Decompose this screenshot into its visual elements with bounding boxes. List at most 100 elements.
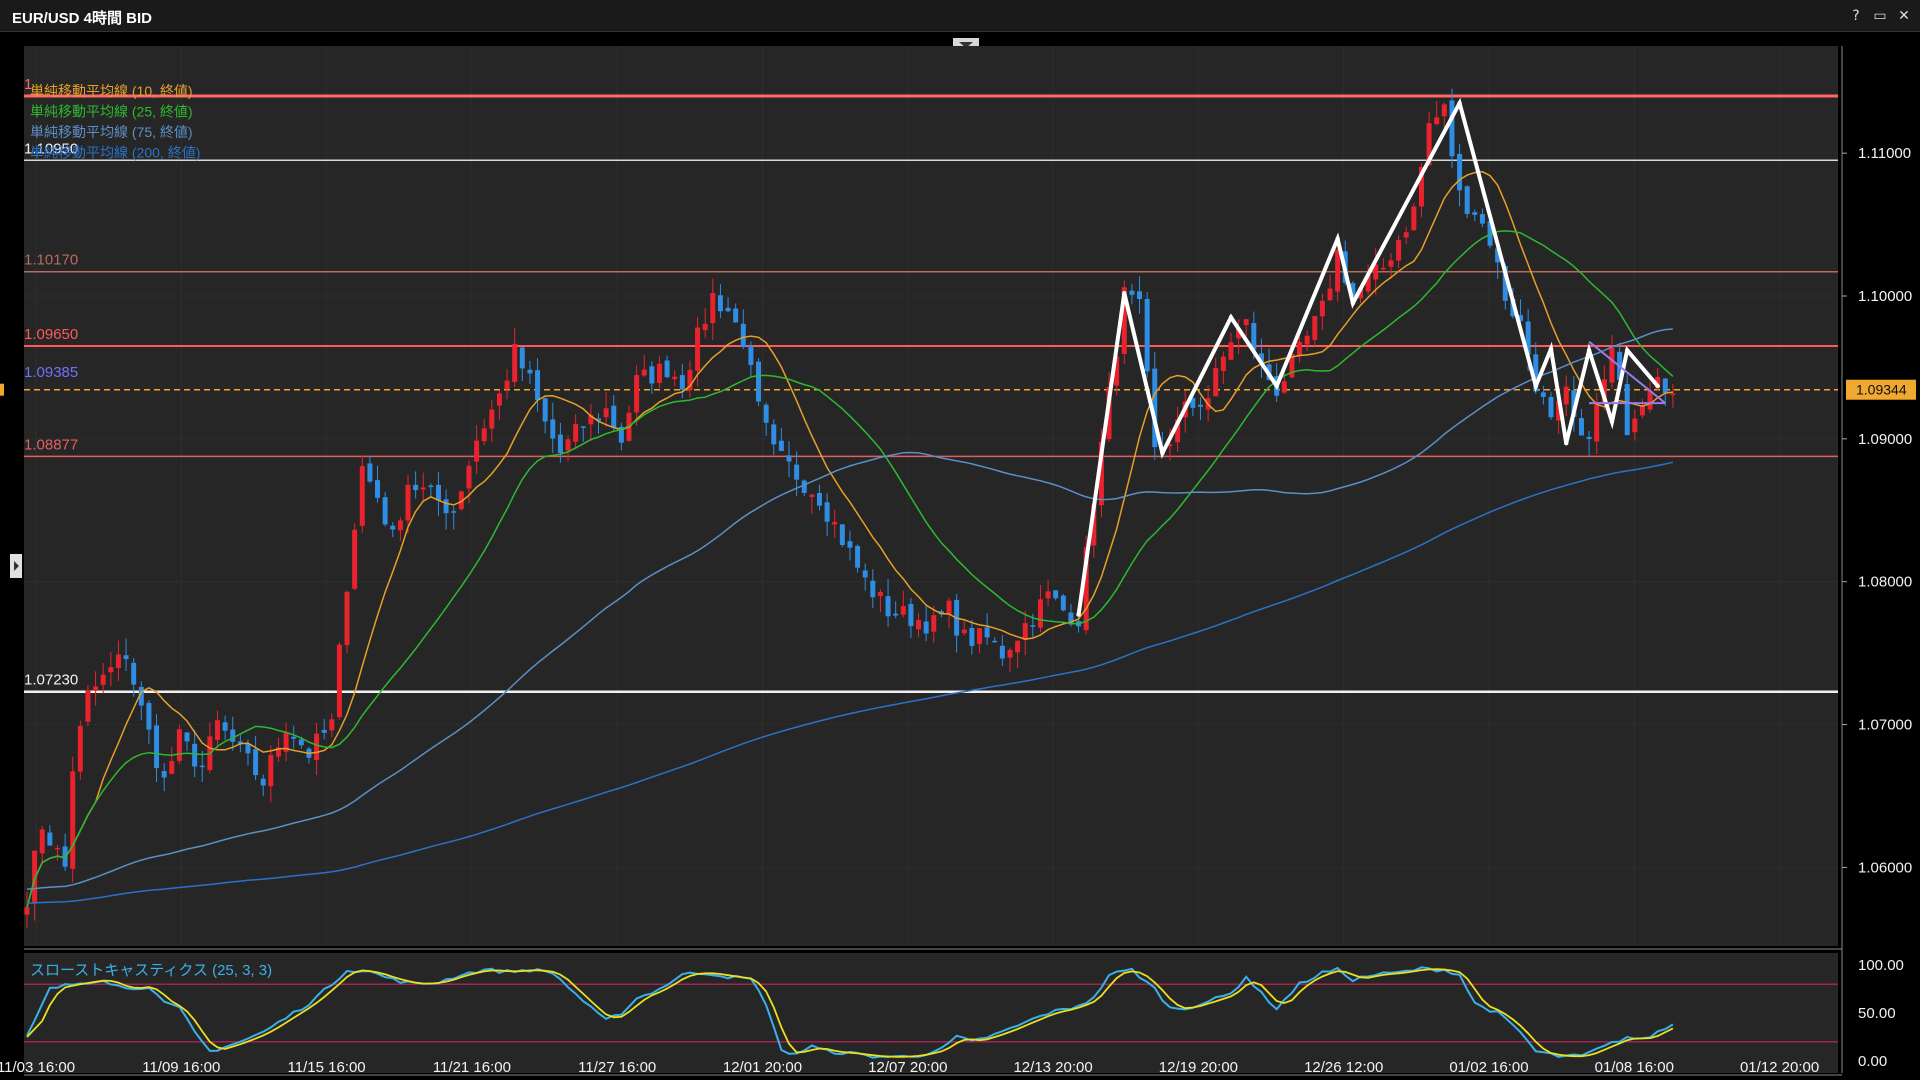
legend-item: 単純移動平均線 (25, 終値) xyxy=(30,104,193,120)
candle-body xyxy=(352,529,358,589)
x-tick-label: 12/07 20:00 xyxy=(868,1059,947,1076)
candle-body xyxy=(1434,117,1440,125)
candle-body xyxy=(489,409,495,429)
zigzag-point xyxy=(1609,419,1615,424)
candle-body xyxy=(1670,393,1676,396)
price-chart[interactable]: 1 1.10950 1.10170 1.09650 1.09385 1.08877 1.07… xyxy=(0,32,1920,1080)
candle-body xyxy=(1457,153,1463,191)
candle-body xyxy=(611,405,617,428)
y-tick-label: 1.11000 xyxy=(1858,145,1911,162)
candle-body xyxy=(1213,368,1219,397)
chevron-down-icon xyxy=(959,42,973,48)
chart-area[interactable]: 1 1.10950 1.10170 1.09650 1.09385 1.08877 1.07… xyxy=(0,32,1920,1080)
sma-200-line xyxy=(26,461,1674,904)
candle-body xyxy=(1624,384,1630,436)
candle-body xyxy=(93,686,99,691)
current-price-label: 1.09344 xyxy=(1856,382,1907,398)
candle-body xyxy=(1167,444,1173,447)
candle-body xyxy=(413,484,419,491)
candle-body xyxy=(588,415,594,425)
candle-body xyxy=(1083,547,1089,631)
candle-body xyxy=(1030,625,1036,627)
candle-body xyxy=(1152,368,1158,448)
candle-body xyxy=(832,521,838,525)
candle-body xyxy=(1525,321,1531,355)
candle-body xyxy=(1479,213,1485,224)
candle-body xyxy=(169,761,175,774)
candle-body xyxy=(1251,323,1257,350)
stochastic-title: スローストキャスティクス (25, 3, 3) xyxy=(30,962,272,979)
candle-body xyxy=(527,369,533,374)
candle-body xyxy=(641,369,647,376)
candle-body xyxy=(336,644,342,718)
candle-body xyxy=(535,370,541,401)
candle-body xyxy=(992,640,998,643)
candle-body xyxy=(1243,319,1249,326)
candle-body xyxy=(115,654,121,669)
candle-body xyxy=(85,690,91,722)
candle-body xyxy=(24,907,30,915)
moving-averages xyxy=(26,170,1674,908)
candle-body xyxy=(253,749,259,776)
candle-body xyxy=(1045,591,1051,599)
candle-body xyxy=(748,345,754,365)
candle-body xyxy=(268,754,274,787)
y-tick-label: 1.09000 xyxy=(1858,431,1912,448)
zigzag-point xyxy=(1457,100,1462,106)
candle-body xyxy=(1449,100,1455,157)
candle-body xyxy=(123,655,129,660)
candle-body xyxy=(192,743,198,767)
candle-body xyxy=(131,662,137,685)
candle-body xyxy=(1540,392,1546,397)
x-tick-label: 11/15 16:00 xyxy=(288,1059,366,1076)
sma-25-line xyxy=(26,230,1674,908)
candle-body xyxy=(710,292,716,324)
stochastic-y-tick-label: 100.00 xyxy=(1858,957,1904,974)
candle-body xyxy=(885,596,891,617)
zigzag-point xyxy=(1350,300,1356,306)
candle-body xyxy=(946,600,952,614)
candle-body xyxy=(1144,299,1150,372)
candle-body xyxy=(1350,283,1356,297)
maximize-button[interactable]: ▭ xyxy=(1873,8,1887,24)
candle-body xyxy=(961,629,967,634)
sma-10-line xyxy=(26,170,1673,908)
candle-body xyxy=(1022,623,1028,641)
side-panel-handle[interactable] xyxy=(10,554,22,578)
candle-body xyxy=(969,627,975,646)
candle-body xyxy=(1220,356,1226,372)
candle-body xyxy=(999,645,1005,659)
candle-body xyxy=(695,327,701,371)
candle-body xyxy=(938,611,944,615)
candle-body xyxy=(466,465,472,489)
horizontal-line-label: 1.10950 xyxy=(24,140,78,157)
candle-body xyxy=(512,343,518,382)
candle-body xyxy=(656,363,662,383)
candle-body xyxy=(359,466,365,526)
candle-body xyxy=(435,484,441,501)
candle-body xyxy=(1594,404,1600,442)
candle-body xyxy=(100,674,106,685)
candle-body xyxy=(1114,356,1120,386)
candle-body xyxy=(618,426,624,443)
x-tick-label: 12/19 20:00 xyxy=(1159,1059,1238,1076)
horizontal-line-label: 1 xyxy=(24,76,32,93)
candle-body xyxy=(54,847,60,850)
stochastic: スローストキャスティクス (25, 3, 3) xyxy=(24,962,1838,1059)
candle-body xyxy=(649,366,655,384)
candle-body xyxy=(565,439,571,451)
candle-body xyxy=(1464,186,1470,214)
candle-body xyxy=(1639,405,1645,416)
candle-body xyxy=(1236,328,1242,339)
close-button[interactable]: ✕ xyxy=(1898,8,1910,24)
candle-body xyxy=(1426,123,1432,166)
candle-body xyxy=(1563,386,1569,405)
candle-body xyxy=(70,771,76,869)
y-tick-label: 1.10000 xyxy=(1858,288,1912,305)
x-tick-label: 12/13 20:00 xyxy=(1013,1059,1092,1076)
candle-body xyxy=(908,603,914,627)
candle-body xyxy=(1228,342,1234,360)
candle-body xyxy=(1258,353,1264,363)
legend-item: 単純移動平均線 (75, 終値) xyxy=(30,124,193,140)
help-button[interactable]: ? xyxy=(1852,8,1860,24)
